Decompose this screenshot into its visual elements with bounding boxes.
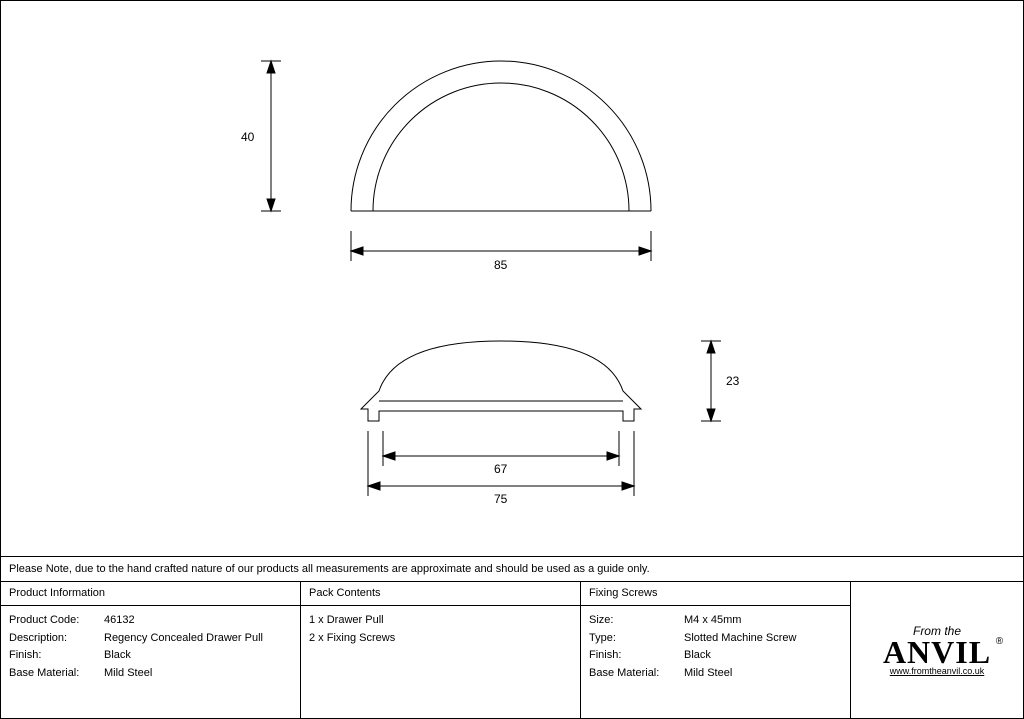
drawing-svg: 40 85 23 67 75	[1, 1, 1024, 556]
product-code-label: Product Code:	[9, 612, 104, 630]
product-desc-value: Regency Concealed Drawer Pull	[104, 630, 292, 648]
product-code-value: 46132	[104, 612, 292, 630]
screw-type-row: Type: Slotted Machine Screw	[589, 630, 842, 648]
info-table: Product Information Product Code: 46132 …	[1, 582, 1023, 718]
screw-material-value: Mild Steel	[684, 665, 842, 683]
dim-side-overall: 75	[494, 492, 508, 506]
product-finish-value: Black	[104, 647, 292, 665]
dim-top-height: 40	[241, 130, 255, 144]
fixing-screws-header: Fixing Screws	[581, 582, 850, 606]
fixing-screws-column: Fixing Screws Size: M4 x 45mm Type: Slot…	[581, 582, 851, 718]
logo-name: ANVIL	[883, 634, 991, 670]
screw-size-value: M4 x 45mm	[684, 612, 842, 630]
screw-size-row: Size: M4 x 45mm	[589, 612, 842, 630]
product-desc-label: Description:	[9, 630, 104, 648]
dim-top-width: 85	[494, 258, 508, 272]
product-code-row: Product Code: 46132	[9, 612, 292, 630]
screw-material-label: Base Material:	[589, 665, 684, 683]
screw-type-label: Type:	[589, 630, 684, 648]
screw-material-row: Base Material: Mild Steel	[589, 665, 842, 683]
product-info-header: Product Information	[1, 582, 300, 606]
logo-column: From the ANVIL ® www.fromtheanvil.co.uk	[851, 582, 1023, 718]
pack-contents-column: Pack Contents 1 x Drawer Pull 2 x Fixing…	[301, 582, 581, 718]
screw-finish-row: Finish: Black	[589, 647, 842, 665]
dim-side-centers: 67	[494, 462, 508, 476]
product-finish-label: Finish:	[9, 647, 104, 665]
product-info-column: Product Information Product Code: 46132 …	[1, 582, 301, 718]
screw-size-label: Size:	[589, 612, 684, 630]
dim-side-height: 23	[726, 374, 740, 388]
product-material-label: Base Material:	[9, 665, 104, 683]
pack-item: 2 x Fixing Screws	[309, 630, 572, 648]
screw-finish-label: Finish:	[589, 647, 684, 665]
screw-type-value: Slotted Machine Screw	[684, 630, 842, 648]
pack-item: 1 x Drawer Pull	[309, 612, 572, 630]
product-desc-row: Description: Regency Concealed Drawer Pu…	[9, 630, 292, 648]
pack-contents-header: Pack Contents	[301, 582, 580, 606]
logo-reg: ®	[996, 636, 1003, 647]
technical-drawing: 40 85 23 67 75	[1, 1, 1023, 556]
note-text: Please Note, due to the hand crafted nat…	[9, 563, 650, 575]
product-material-row: Base Material: Mild Steel	[9, 665, 292, 683]
note-row: Please Note, due to the hand crafted nat…	[1, 556, 1023, 582]
product-finish-row: Finish: Black	[9, 647, 292, 665]
product-material-value: Mild Steel	[104, 665, 292, 683]
screw-finish-value: Black	[684, 647, 842, 665]
